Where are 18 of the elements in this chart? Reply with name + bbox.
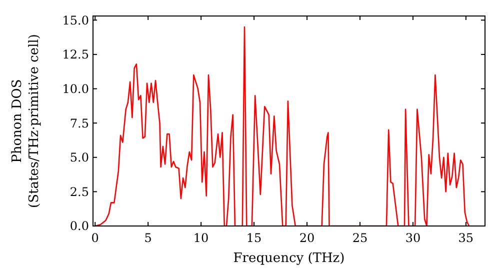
x-tick-label: 5 — [144, 231, 152, 245]
x-tick-label: 35 — [458, 231, 474, 245]
y-tick-label: 12.5 — [62, 48, 89, 62]
y-tick-label: 2.5 — [70, 184, 89, 199]
y-tick-label: 0.0 — [70, 219, 89, 234]
x-tick-label: 10 — [193, 231, 209, 245]
y-tick-label: 15.0 — [62, 13, 89, 28]
x-axis-title: Frequency (THz) — [233, 251, 345, 266]
y-axis-title: Phonon DOS (States/THz·primitive cell) — [10, 34, 42, 208]
x-tick-label: 20 — [299, 231, 315, 245]
y-tick-label: 5.0 — [70, 150, 89, 165]
x-tick-label: 15 — [246, 231, 262, 245]
line-series — [94, 26, 470, 226]
x-tick-label: 30 — [405, 231, 421, 245]
y-tick-label: 7.5 — [70, 116, 89, 130]
x-tick-label: 0 — [91, 231, 99, 245]
x-tick-label: 25 — [352, 231, 368, 245]
y-tick-label: 10.0 — [62, 82, 89, 96]
